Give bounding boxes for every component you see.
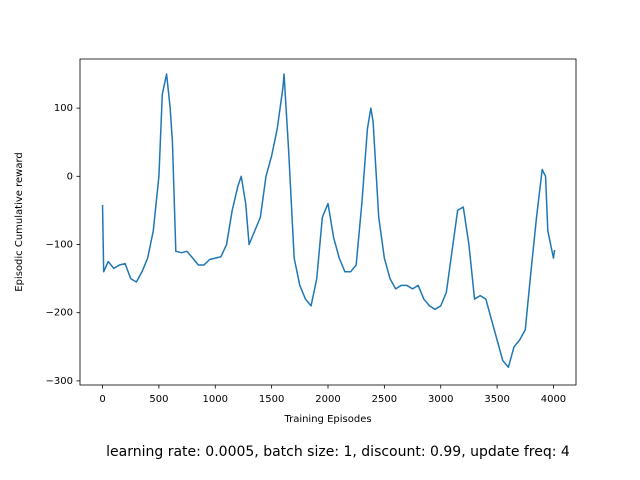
y-tick-label: −300: [46, 376, 73, 387]
x-tick-label: 3500: [484, 394, 509, 405]
y-axis-label: Episodic Cumulative reward: [14, 152, 25, 291]
x-tick-label: 0: [99, 394, 105, 405]
x-tick-label: 1500: [259, 394, 284, 405]
y-tick-label: 100: [54, 103, 73, 114]
x-tick-label: 4000: [541, 394, 566, 405]
data-line: [101, 73, 556, 369]
x-tick-label: 500: [149, 394, 168, 405]
y-tick-label: −200: [46, 308, 73, 319]
x-axis-label: Training Episodes: [283, 414, 371, 425]
x-tick-label: 1000: [203, 394, 228, 405]
y-tick-label: 0: [67, 171, 73, 182]
y-tick-label: −100: [46, 240, 73, 251]
caption: learning rate: 0.0005, batch size: 1, di…: [106, 444, 570, 460]
x-tick-label: 3000: [428, 394, 453, 405]
x-tick-label: 2000: [315, 394, 340, 405]
x-tick-label: 2500: [372, 394, 397, 405]
